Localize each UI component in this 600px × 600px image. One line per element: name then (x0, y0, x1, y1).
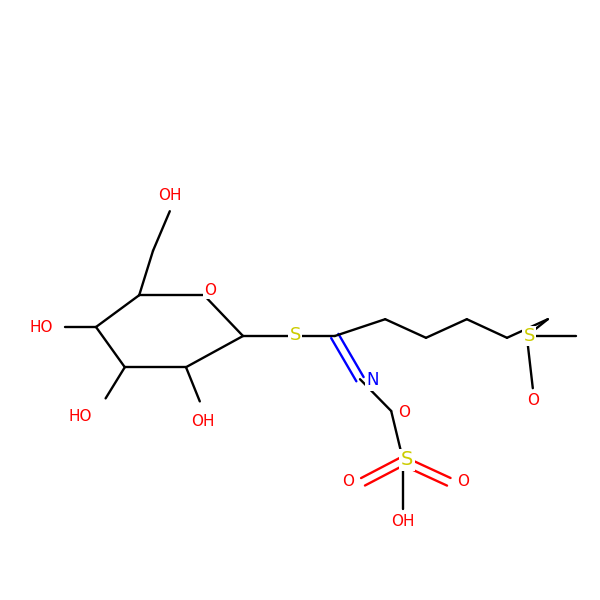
Text: OH: OH (158, 187, 182, 202)
Text: O: O (204, 283, 216, 298)
Text: O: O (457, 474, 469, 490)
Text: N: N (366, 371, 379, 389)
Text: O: O (343, 474, 355, 490)
Text: S: S (290, 326, 301, 344)
Text: O: O (398, 404, 410, 420)
Text: OH: OH (391, 514, 415, 529)
Text: S: S (524, 327, 535, 345)
Text: S: S (401, 450, 413, 469)
Text: O: O (527, 393, 539, 408)
Text: HO: HO (68, 409, 92, 424)
Text: HO: HO (29, 319, 53, 335)
Text: OH: OH (191, 414, 215, 428)
